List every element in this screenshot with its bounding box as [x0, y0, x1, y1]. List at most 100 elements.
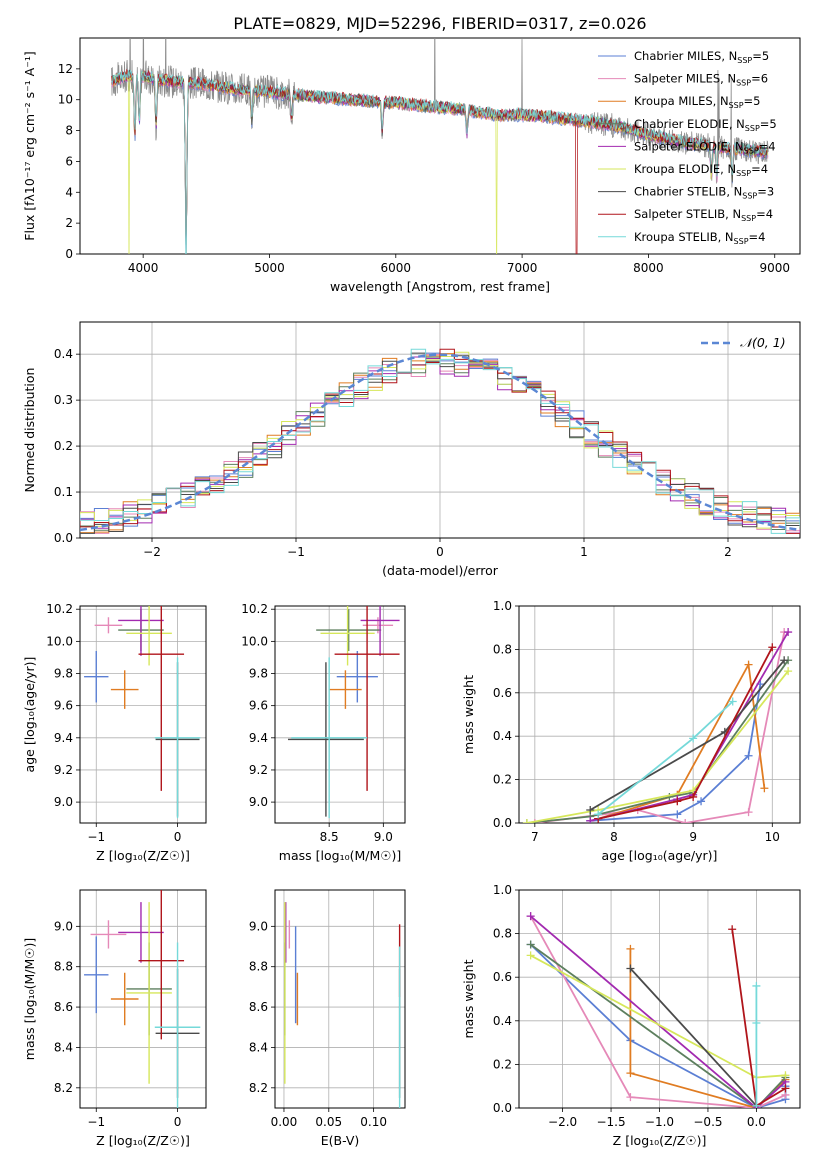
- y-tick-label: 9.0: [54, 919, 73, 933]
- x-axis-label: Z [log₁₀(Z/Z☉)]: [96, 1133, 190, 1148]
- weight-marker: [673, 810, 682, 819]
- weight-marker: [768, 643, 777, 652]
- weight-marker: [626, 944, 635, 953]
- weight-marker: [586, 805, 595, 814]
- axes-frame: [79, 37, 801, 255]
- weight-vs-Z-lines: [526, 912, 790, 1108]
- model-line-kroupa-stelib: [111, 69, 768, 254]
- y-tick-label: 0.3: [54, 393, 73, 407]
- weight-vs-age-axes: 7 8 9 10 0.0 0.2 0.4 0.6 0.8 1.0 age [log₁₀(age/yr…: [461, 599, 801, 863]
- y-tick-label: 10: [58, 93, 73, 107]
- weight-line: [629, 967, 758, 1107]
- histograms: [80, 348, 800, 534]
- y-tick-label: 8.6: [249, 1000, 268, 1014]
- weight-marker: [780, 656, 789, 665]
- y-tick-label: 0: [65, 247, 73, 261]
- y-tick-label: 10.2: [241, 602, 268, 616]
- y-tick-label: 0.1: [54, 485, 73, 499]
- x-axis-label: Z [log₁₀(Z/Z☉)]: [96, 848, 190, 863]
- x-tick-label: −0.5: [693, 1115, 722, 1129]
- weight-marker: [784, 667, 793, 676]
- y-tick-label: 10.0: [46, 634, 73, 648]
- x-tick-label: −1.0: [645, 1115, 674, 1129]
- y-tick-label: 9.6: [249, 699, 268, 713]
- x-tick-label: 0.05: [315, 1115, 342, 1129]
- y-axis-label: mass [log₁₀(M/M☉)]: [22, 938, 37, 1060]
- axes-frame: [518, 605, 801, 824]
- x-tick-label: −1: [87, 1115, 105, 1129]
- weight-marker: [744, 751, 753, 760]
- weight-marker: [744, 660, 753, 669]
- x-tick-label: 0.0: [747, 1115, 766, 1129]
- y-tick-label: 9.8: [54, 667, 73, 681]
- weight-marker: [522, 819, 531, 823]
- y-tick-label: 0.6: [493, 686, 512, 700]
- y-tick-label: 9.0: [54, 795, 73, 809]
- weight-marker: [781, 1084, 790, 1093]
- y-axis-label: Flux [fλ10⁻¹⁷ erg cm⁻² s⁻¹ A⁻¹]: [22, 51, 37, 240]
- axes-frame: [518, 889, 801, 1109]
- y-tick-label: 0.2: [493, 1057, 512, 1071]
- x-tick-label: 9: [689, 830, 697, 844]
- spectrum-legend: Chabrier MILES, NSSP=5 Salpeter MILES, NS…: [598, 49, 777, 246]
- mass-vs-EBV-axes: 0.00 0.05 0.10 8.2 8.4 8.6 8.8 9.0 E(B-V): [249, 889, 406, 1148]
- y-tick-label: 9.0: [249, 919, 268, 933]
- weight-line: [589, 659, 785, 811]
- x-tick-label: −1.5: [596, 1115, 625, 1129]
- weight-marker: [681, 819, 690, 823]
- y-tick-label: 8.4: [249, 1040, 268, 1054]
- mass-vs-Z-axes: −1 0 8.2 8.4 8.6 8.8 9.0 Z [log₁₀(Z/Z☉)] mass [l…: [22, 889, 207, 1148]
- x-tick-label: 0: [174, 830, 182, 844]
- age-vs-Z-axes: −1 0 9.0 9.2 9.4 9.6 9.8 10.0 10.2 Z [log₁₀(Z/Z☉)…: [22, 602, 207, 863]
- spectrum-axes: 4000 5000 6000 7000 8000 9000 0 2 4 6 8 10 12 wavelen…: [22, 37, 801, 294]
- y-tick-label: 10.0: [241, 634, 268, 648]
- x-axis-label: age [log₁₀(age/yr)]: [602, 848, 718, 863]
- y-tick-label: 9.6: [54, 699, 73, 713]
- weight-marker: [626, 1069, 635, 1078]
- y-tick-label: 6: [65, 154, 73, 168]
- weight-marker: [689, 792, 698, 801]
- y-tick-label: 1.0: [493, 883, 512, 897]
- y-tick-label: 9.2: [249, 763, 268, 777]
- weight-marker: [586, 816, 595, 823]
- weight-marker: [781, 1071, 790, 1080]
- mass-vs-EBV-points: [284, 902, 401, 1108]
- weight-marker: [526, 951, 535, 960]
- legend-label: Chabrier STELIB, NSSP=3: [634, 185, 774, 201]
- y-axis-label: age [log₁₀(age/yr)]: [22, 657, 37, 773]
- weight-marker: [689, 734, 698, 743]
- figure-title: PLATE=0829, MJD=52296, FIBERID=0317, z=0…: [233, 14, 646, 33]
- legend-label: Chabrier MILES, NSSP=5: [634, 49, 769, 65]
- x-tick-label: 0.10: [360, 1115, 387, 1129]
- y-tick-label: 0.0: [493, 1101, 512, 1115]
- weight-marker: [728, 925, 737, 934]
- y-tick-label: 8.8: [249, 960, 268, 974]
- age-vs-Z-points: [84, 606, 201, 819]
- x-tick-label: 8.5: [320, 830, 339, 844]
- y-axis-label: mass weight: [461, 959, 476, 1038]
- y-tick-label: 4: [65, 185, 73, 199]
- y-tick-label: 0.4: [493, 1014, 512, 1028]
- age-vs-mass-points: [288, 606, 400, 819]
- y-tick-label: 12: [58, 62, 73, 76]
- y-tick-label: 0.4: [493, 729, 512, 743]
- y-tick-label: 9.0: [249, 795, 268, 809]
- legend-label: Kroupa STELIB, NSSP=4: [634, 230, 765, 246]
- x-tick-label: −2: [143, 545, 161, 559]
- residuals-legend: 𝒩(0, 1): [701, 335, 786, 350]
- x-tick-label: 2: [724, 545, 732, 559]
- y-tick-label: 10.2: [46, 602, 73, 616]
- age-vs-mass-axes: 8.5 9.0 9.0 9.2 9.4 9.6 9.8 10.0 10.2 mass [log₁₀…: [241, 602, 406, 863]
- y-tick-label: 0.6: [493, 970, 512, 984]
- x-tick-label: 5000: [254, 261, 285, 275]
- y-tick-label: 1.0: [493, 599, 512, 613]
- weight-line: [530, 954, 786, 1079]
- x-tick-label: 6000: [381, 261, 412, 275]
- axes-frame: [79, 889, 207, 1109]
- x-tick-label: 4000: [128, 261, 159, 275]
- x-tick-label: 0.00: [271, 1115, 298, 1129]
- legend-label: Salpeter STELIB, NSSP=4: [634, 207, 773, 223]
- x-tick-label: 8000: [633, 261, 664, 275]
- y-tick-label: 8.2: [249, 1081, 268, 1095]
- x-tick-label: 0: [174, 1115, 182, 1129]
